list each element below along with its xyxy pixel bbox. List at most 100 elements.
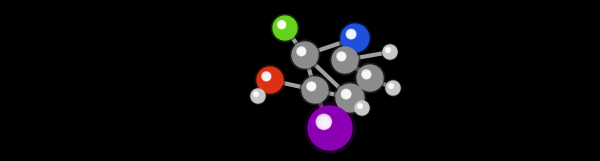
Circle shape bbox=[265, 74, 269, 79]
Circle shape bbox=[323, 121, 327, 125]
Circle shape bbox=[337, 52, 346, 61]
Circle shape bbox=[385, 80, 401, 96]
Circle shape bbox=[391, 85, 392, 87]
Circle shape bbox=[309, 84, 314, 90]
Circle shape bbox=[316, 114, 332, 130]
Circle shape bbox=[281, 24, 283, 26]
Circle shape bbox=[358, 104, 362, 108]
Circle shape bbox=[308, 83, 315, 90]
Circle shape bbox=[320, 118, 328, 126]
Circle shape bbox=[386, 49, 390, 52]
Circle shape bbox=[251, 89, 265, 103]
Circle shape bbox=[300, 75, 330, 105]
Circle shape bbox=[262, 72, 271, 80]
Circle shape bbox=[305, 103, 355, 153]
Circle shape bbox=[391, 86, 392, 87]
Circle shape bbox=[336, 84, 364, 112]
Circle shape bbox=[332, 47, 358, 73]
Circle shape bbox=[342, 90, 350, 99]
Circle shape bbox=[338, 53, 345, 60]
Circle shape bbox=[354, 100, 370, 116]
Circle shape bbox=[388, 50, 389, 51]
Circle shape bbox=[389, 84, 393, 88]
Circle shape bbox=[319, 116, 330, 128]
Circle shape bbox=[386, 81, 400, 95]
Circle shape bbox=[330, 45, 360, 75]
Circle shape bbox=[341, 24, 369, 52]
Circle shape bbox=[364, 72, 370, 78]
Circle shape bbox=[346, 93, 348, 96]
Circle shape bbox=[273, 16, 297, 40]
Circle shape bbox=[383, 45, 397, 59]
Circle shape bbox=[256, 94, 257, 95]
Circle shape bbox=[359, 106, 361, 107]
Circle shape bbox=[358, 104, 362, 108]
Circle shape bbox=[266, 76, 268, 78]
Circle shape bbox=[265, 75, 269, 79]
Circle shape bbox=[348, 31, 355, 38]
Circle shape bbox=[254, 92, 258, 96]
Circle shape bbox=[343, 91, 350, 98]
Circle shape bbox=[264, 74, 269, 80]
Circle shape bbox=[347, 30, 355, 38]
Circle shape bbox=[280, 23, 284, 27]
Circle shape bbox=[386, 48, 390, 52]
Circle shape bbox=[365, 74, 368, 76]
Circle shape bbox=[302, 77, 328, 103]
Circle shape bbox=[271, 14, 299, 42]
Circle shape bbox=[257, 67, 283, 93]
Circle shape bbox=[389, 85, 393, 88]
Circle shape bbox=[255, 65, 285, 95]
Circle shape bbox=[254, 92, 258, 96]
Circle shape bbox=[277, 20, 286, 29]
Circle shape bbox=[254, 93, 258, 96]
Circle shape bbox=[298, 48, 305, 55]
Circle shape bbox=[389, 84, 394, 89]
Circle shape bbox=[311, 86, 313, 88]
Circle shape bbox=[359, 105, 361, 108]
Circle shape bbox=[278, 21, 286, 28]
Circle shape bbox=[250, 88, 266, 104]
Circle shape bbox=[319, 117, 329, 127]
Circle shape bbox=[388, 49, 389, 51]
Circle shape bbox=[292, 42, 318, 68]
Circle shape bbox=[390, 85, 392, 87]
Circle shape bbox=[346, 29, 356, 39]
Circle shape bbox=[299, 49, 305, 55]
Circle shape bbox=[307, 82, 316, 91]
Circle shape bbox=[300, 50, 304, 54]
Circle shape bbox=[334, 82, 366, 114]
Circle shape bbox=[355, 101, 369, 115]
Circle shape bbox=[339, 54, 344, 60]
Circle shape bbox=[298, 47, 305, 55]
Circle shape bbox=[341, 56, 343, 58]
Circle shape bbox=[322, 120, 328, 126]
Circle shape bbox=[256, 93, 257, 95]
Circle shape bbox=[344, 93, 349, 96]
Circle shape bbox=[365, 73, 368, 77]
Circle shape bbox=[307, 82, 316, 90]
Circle shape bbox=[297, 47, 306, 56]
Circle shape bbox=[339, 22, 371, 54]
Circle shape bbox=[337, 52, 346, 60]
Circle shape bbox=[359, 105, 361, 107]
Circle shape bbox=[310, 85, 314, 89]
Circle shape bbox=[254, 92, 259, 96]
Circle shape bbox=[290, 40, 320, 70]
Circle shape bbox=[362, 70, 371, 79]
Circle shape bbox=[279, 22, 284, 28]
Circle shape bbox=[344, 92, 349, 97]
Circle shape bbox=[363, 71, 370, 78]
Circle shape bbox=[389, 84, 393, 88]
Circle shape bbox=[263, 73, 270, 80]
Circle shape bbox=[364, 72, 369, 77]
Circle shape bbox=[349, 32, 354, 37]
Circle shape bbox=[350, 33, 353, 37]
Circle shape bbox=[299, 49, 304, 54]
Circle shape bbox=[355, 63, 385, 93]
Circle shape bbox=[262, 72, 271, 81]
Circle shape bbox=[301, 51, 303, 53]
Circle shape bbox=[343, 91, 349, 98]
Circle shape bbox=[317, 115, 331, 129]
Circle shape bbox=[358, 104, 362, 109]
